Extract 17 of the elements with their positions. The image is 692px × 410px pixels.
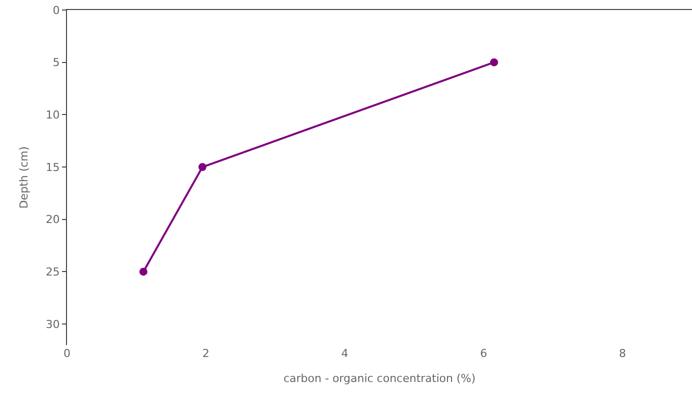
y-tick-label: 25 bbox=[46, 266, 60, 279]
x-tick-label: 8 bbox=[619, 347, 626, 360]
y-tick-label: 30 bbox=[46, 318, 60, 331]
point bbox=[139, 268, 148, 276]
y-tick-label: 10 bbox=[46, 108, 60, 122]
point bbox=[198, 163, 206, 172]
x-tick-label: 2 bbox=[202, 347, 210, 360]
point bbox=[490, 58, 498, 66]
y-tick-label: 5 bbox=[52, 56, 60, 70]
y-tick-label: 15 bbox=[46, 160, 60, 174]
x-tick-label: 6 bbox=[480, 347, 488, 360]
y-axis-title: Depth (cm) bbox=[17, 146, 30, 209]
y-tick-label: 20 bbox=[46, 213, 60, 226]
x-tick-label: 0 bbox=[64, 347, 70, 360]
y-tick-label: 0 bbox=[52, 4, 60, 17]
x-axis-title: carbon - organic concentration (%) bbox=[283, 372, 476, 386]
x-tick-label: 4 bbox=[341, 347, 348, 360]
